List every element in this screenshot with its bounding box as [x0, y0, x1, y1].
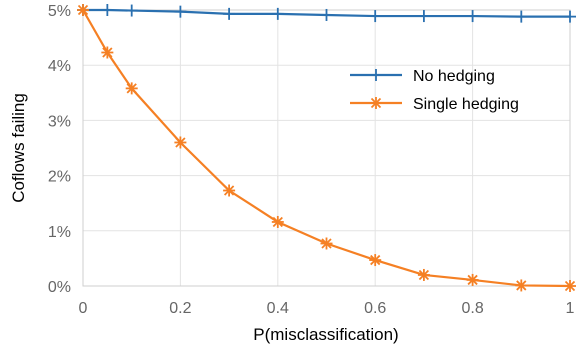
- marker-stroke: [77, 4, 89, 16]
- plus-marker: [223, 7, 236, 20]
- plus-marker: [271, 7, 284, 20]
- asterisk-marker: [271, 215, 284, 228]
- marker-stroke: [321, 238, 332, 249]
- asterisk-marker: [466, 273, 479, 286]
- marker-stroke: [175, 137, 186, 148]
- marker-stroke: [418, 269, 430, 281]
- legend-label: Single hedging: [413, 96, 519, 113]
- plus-marker: [370, 69, 382, 81]
- series-line: [82, 9, 571, 288]
- plus-marker: [564, 10, 576, 23]
- x-tick-label: 0.4: [267, 300, 289, 317]
- y-axis-label: Coflows failing: [9, 93, 28, 203]
- y-tick-labels: 0% 1% 2% 3% 4% 5%: [48, 3, 71, 296]
- legend-item: No hedging: [350, 68, 495, 85]
- asterisk-marker: [101, 46, 114, 59]
- series-group: [77, 4, 576, 292]
- y-tick-label: 1%: [48, 224, 71, 241]
- asterisk-marker: [417, 268, 430, 281]
- x-tick-label: 0: [79, 300, 88, 317]
- legend: No hedging Single hedging: [350, 68, 519, 113]
- asterisk-marker: [125, 82, 138, 95]
- marker-stroke: [370, 254, 381, 266]
- marker-stroke: [370, 97, 382, 109]
- plus-marker: [515, 10, 528, 23]
- plus-marker: [125, 4, 138, 17]
- plus-marker: [101, 4, 114, 16]
- x-tick-label: 0.8: [461, 300, 483, 317]
- series-single-hedging: [77, 4, 576, 292]
- asterisk-marker: [369, 254, 382, 267]
- marker-stroke: [516, 280, 527, 291]
- asterisk-marker: [564, 280, 576, 292]
- plus-marker: [417, 10, 430, 23]
- series-no-hedging: [77, 4, 576, 23]
- asterisk-marker: [320, 237, 333, 250]
- x-tick-label: 0.6: [364, 300, 386, 317]
- marker-stroke: [102, 47, 113, 58]
- plus-marker: [174, 5, 187, 18]
- y-tick-label: 3%: [48, 113, 71, 130]
- x-tick-label: 0.2: [169, 300, 191, 317]
- y-tick-label: 2%: [48, 169, 71, 186]
- plus-marker: [466, 10, 479, 23]
- asterisk-marker: [515, 279, 528, 292]
- plus-marker: [320, 8, 333, 21]
- marker-stroke: [272, 216, 283, 228]
- asterisk-marker: [370, 97, 382, 109]
- asterisk-marker: [77, 4, 89, 16]
- asterisk-marker: [223, 184, 236, 197]
- x-tick-label: 1: [566, 300, 575, 317]
- y-tick-label: 5%: [48, 3, 71, 20]
- marker-stroke: [223, 185, 235, 196]
- legend-label: No hedging: [413, 68, 495, 85]
- asterisk-marker: [174, 136, 187, 149]
- y-tick-label: 0%: [48, 279, 71, 296]
- marker-stroke: [467, 274, 478, 286]
- marker-stroke: [564, 280, 576, 292]
- y-tick-label: 4%: [48, 58, 71, 75]
- x-tick-labels: 0 0.2 0.4 0.6 0.8 1: [79, 300, 575, 317]
- plus-marker: [369, 10, 382, 23]
- x-axis-label: P(misclassification): [253, 325, 398, 344]
- legend-item: Single hedging: [350, 96, 519, 113]
- marker-stroke: [126, 83, 137, 94]
